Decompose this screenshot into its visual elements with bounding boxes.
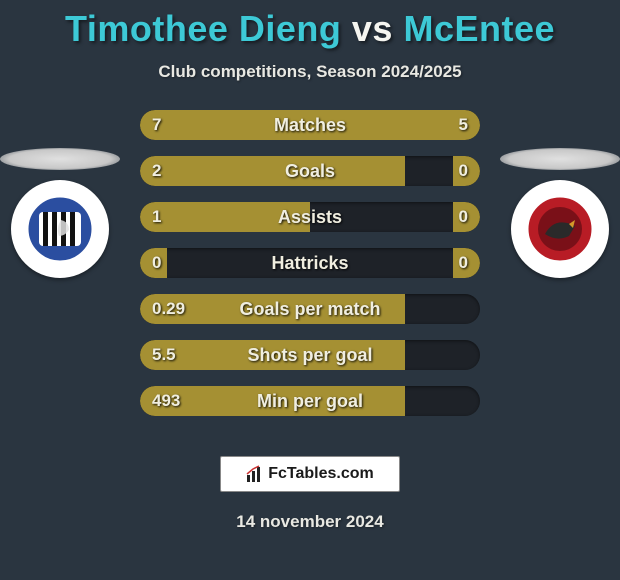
footer-brand[interactable]: FcTables.com bbox=[220, 456, 400, 492]
stat-label: Goals per match bbox=[140, 294, 480, 324]
gillingham-crest bbox=[11, 180, 109, 278]
player1-name: Timothee Dieng bbox=[65, 8, 341, 49]
stat-label: Shots per goal bbox=[140, 340, 480, 370]
stats-arena: 7Matches52Goals01Assists00Hattricks00.29… bbox=[0, 110, 620, 430]
player2-crest-area bbox=[500, 148, 620, 278]
stat-label: Goals bbox=[140, 156, 480, 186]
stat-label: Min per goal bbox=[140, 386, 480, 416]
stat-row: 0Hattricks0 bbox=[140, 248, 480, 278]
title-vs: vs bbox=[352, 8, 393, 49]
stat-row: 5.5Shots per goal bbox=[140, 340, 480, 370]
stat-label: Matches bbox=[140, 110, 480, 140]
bar-chart-icon bbox=[246, 465, 264, 483]
player1-crest-area bbox=[0, 148, 120, 278]
footer-brand-text: FcTables.com bbox=[268, 465, 374, 483]
player1-shadow bbox=[0, 148, 120, 170]
comparison-title: Timothee Dieng vs McEntee bbox=[0, 0, 620, 50]
player2-name: McEntee bbox=[403, 8, 555, 49]
stat-label: Hattricks bbox=[140, 248, 480, 278]
stat-value-right: 0 bbox=[459, 202, 468, 232]
stat-label: Assists bbox=[140, 202, 480, 232]
walsall-crest-icon bbox=[525, 194, 595, 264]
stat-value-right: 0 bbox=[459, 156, 468, 186]
player2-shadow bbox=[500, 148, 620, 170]
subtitle: Club competitions, Season 2024/2025 bbox=[0, 62, 620, 82]
stat-row: 7Matches5 bbox=[140, 110, 480, 140]
stat-row: 493Min per goal bbox=[140, 386, 480, 416]
gillingham-crest-icon bbox=[25, 194, 95, 264]
stat-row: 2Goals0 bbox=[140, 156, 480, 186]
stat-bars: 7Matches52Goals01Assists00Hattricks00.29… bbox=[140, 110, 480, 432]
stat-value-right: 0 bbox=[459, 248, 468, 278]
stat-row: 0.29Goals per match bbox=[140, 294, 480, 324]
report-date: 14 november 2024 bbox=[0, 512, 620, 532]
stat-row: 1Assists0 bbox=[140, 202, 480, 232]
stat-value-right: 5 bbox=[459, 110, 468, 140]
walsall-crest bbox=[511, 180, 609, 278]
